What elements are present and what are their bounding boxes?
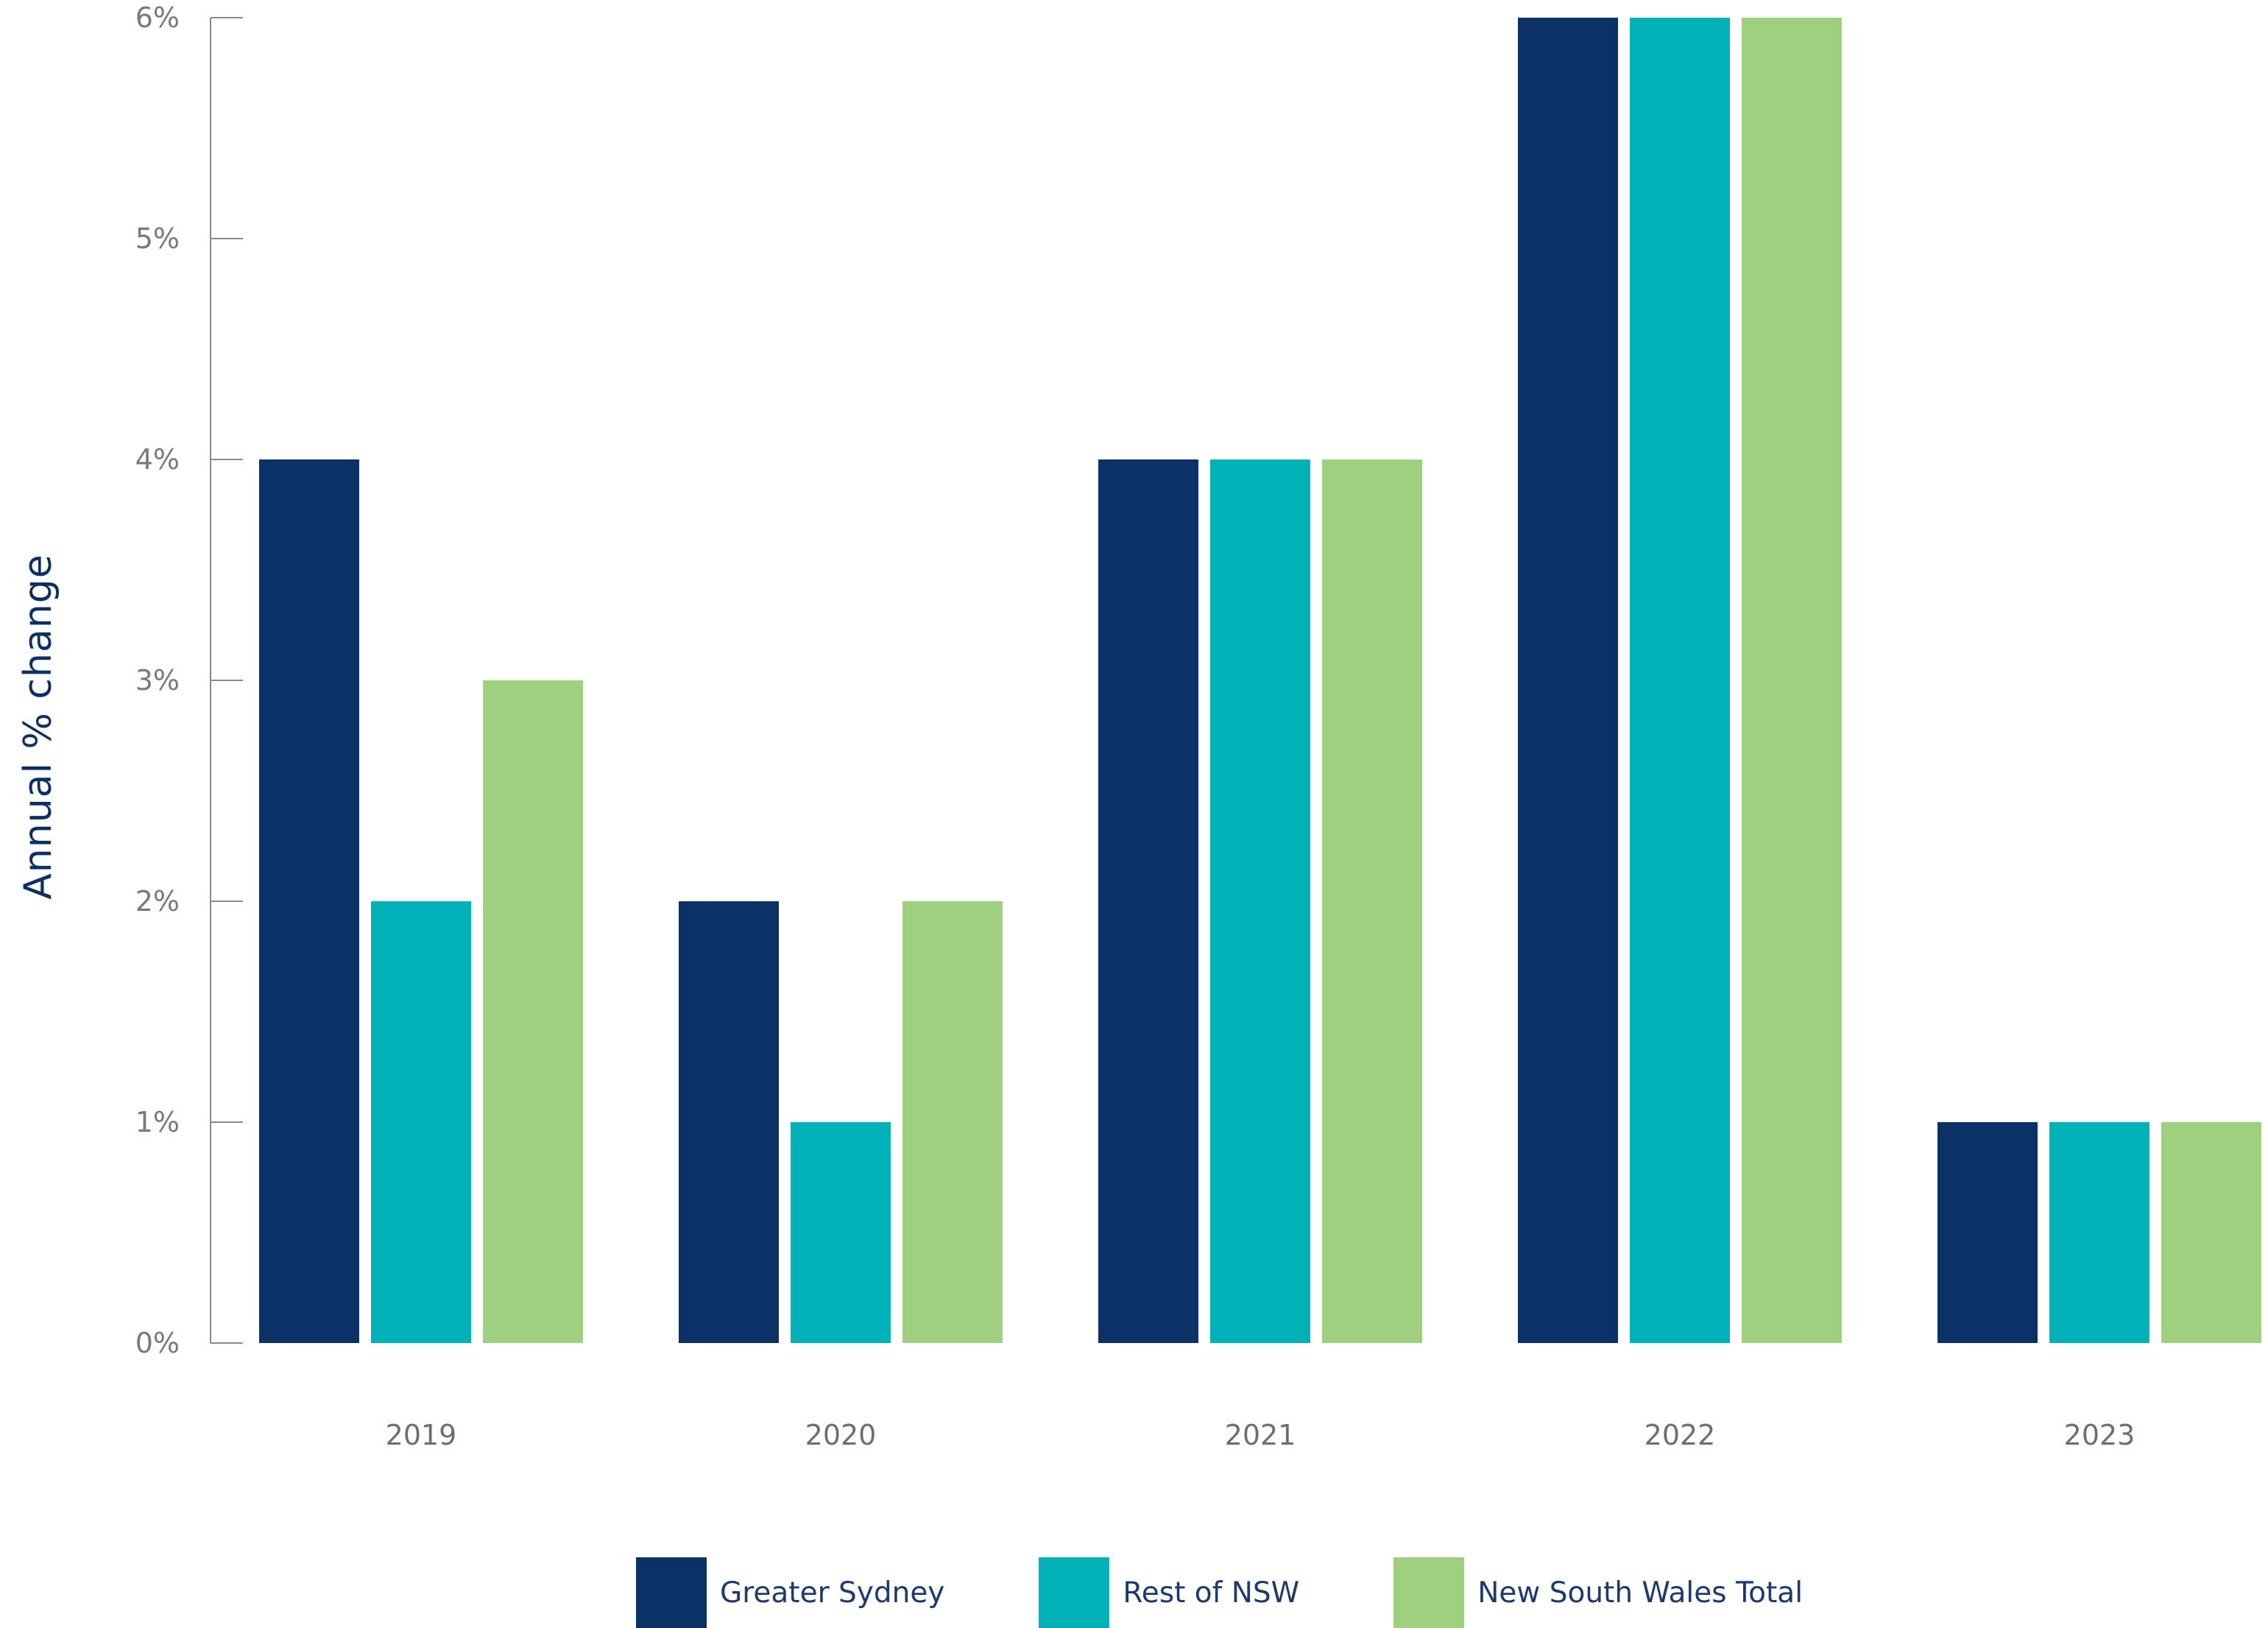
bar-greater-sydney-2022 [1518, 18, 1618, 1343]
y-axis-title: Annual % change [16, 554, 60, 900]
bar-greater-sydney-2019 [259, 459, 359, 1343]
bar-rest-of-nsw-2021 [1210, 459, 1310, 1343]
y-tick-label: 5% [135, 222, 180, 255]
bar-greater-sydney-2020 [679, 901, 779, 1343]
x-axis-labels: 2019 2020 2021 2022 2023 [386, 1419, 2135, 1451]
x-tick-label-2023: 2023 [2064, 1419, 2135, 1451]
legend-item-nsw-total: New South Wales Total [1393, 1557, 1803, 1628]
legend: Greater Sydney Rest of NSW New South Wal… [636, 1557, 1803, 1628]
bar-rest-of-nsw-2022 [1630, 18, 1730, 1343]
y-axis: 0% 1% 2% 3% 4% 5% 6% [135, 1, 243, 1359]
y-tick-label: 2% [135, 885, 180, 917]
x-tick-label-2019: 2019 [386, 1419, 457, 1451]
x-tick-label-2020: 2020 [805, 1419, 877, 1451]
y-tick-label: 3% [135, 664, 180, 697]
legend-item-rest-of-nsw: Rest of NSW [1039, 1557, 1299, 1628]
legend-swatch-rest-of-nsw [1039, 1557, 1110, 1628]
bar-new-south-wales-total-2022 [1742, 18, 1842, 1343]
bar-new-south-wales-total-2019 [483, 680, 583, 1343]
legend-label-rest-of-nsw: Rest of NSW [1123, 1576, 1300, 1610]
bar-rest-of-nsw-2023 [2049, 1122, 2149, 1343]
bar-new-south-wales-total-2020 [902, 901, 1003, 1343]
x-tick-label-2021: 2021 [1225, 1419, 1296, 1451]
y-tick-label: 4% [135, 443, 180, 476]
bar-rest-of-nsw-2020 [791, 1122, 891, 1343]
y-tick-label: 0% [135, 1327, 180, 1359]
bar-new-south-wales-total-2021 [1322, 459, 1422, 1343]
bar-new-south-wales-total-2023 [2161, 1122, 2261, 1343]
bar-rest-of-nsw-2019 [371, 901, 471, 1343]
legend-label-nsw-total: New South Wales Total [1477, 1576, 1804, 1610]
bar-greater-sydney-2023 [1937, 1122, 2038, 1343]
legend-label-greater-sydney: Greater Sydney [720, 1576, 945, 1610]
bar-greater-sydney-2021 [1098, 459, 1198, 1343]
y-tick-label: 1% [135, 1106, 180, 1138]
legend-item-greater-sydney: Greater Sydney [636, 1557, 944, 1628]
x-tick-label-2022: 2022 [1645, 1419, 1716, 1451]
y-tick-label: 6% [135, 1, 180, 34]
legend-swatch-nsw-total [1393, 1557, 1465, 1628]
legend-swatch-greater-sydney [636, 1557, 707, 1628]
bars [259, 18, 2261, 1343]
